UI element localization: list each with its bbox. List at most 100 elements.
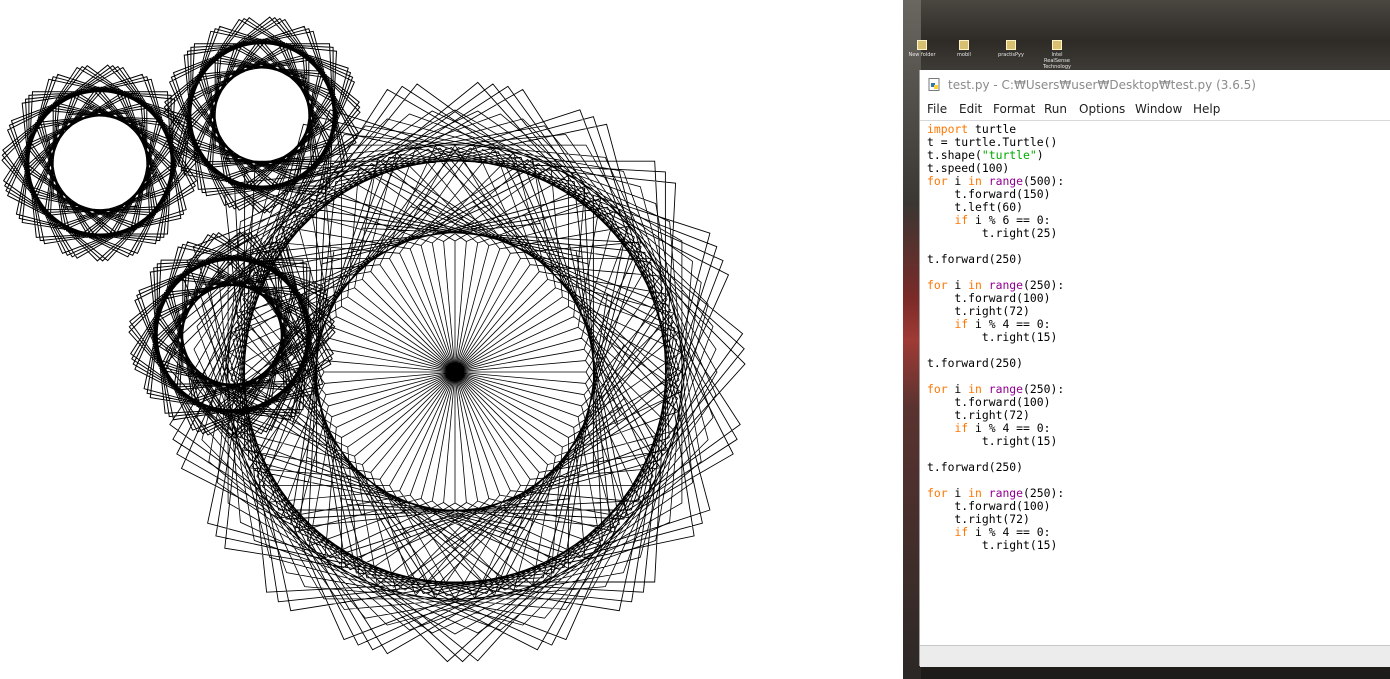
- code-token: i % 6 == 0:: [968, 213, 1051, 227]
- code-line: t.right(15): [927, 539, 1064, 552]
- menu-window[interactable]: Window: [1135, 102, 1183, 116]
- code-token: if: [954, 317, 969, 331]
- code-token: if: [954, 525, 969, 539]
- code-line: if i % 6 == 0:: [927, 214, 1064, 227]
- code-token: i: [947, 382, 969, 396]
- code-line: t.forward(100): [927, 292, 1064, 305]
- folder-icon: [917, 40, 927, 50]
- code-line: t.right(15): [927, 331, 1064, 344]
- code-token: t.forward(250): [927, 356, 1024, 370]
- code-token: t.right(72): [927, 304, 1030, 318]
- left-spirograph: [1, 64, 199, 262]
- code-token: t.left(60): [927, 200, 1024, 214]
- code-token: in: [968, 278, 982, 292]
- code-line: t.forward(250): [927, 461, 1064, 474]
- menu-run[interactable]: Run: [1044, 102, 1068, 116]
- code-token: if: [954, 421, 969, 435]
- code-token: range: [988, 486, 1024, 500]
- code-token: i: [947, 486, 969, 500]
- code-line: t.right(25): [927, 227, 1064, 240]
- code-token: t.right(15): [927, 434, 1058, 448]
- code-token: t.forward(150): [927, 187, 1051, 201]
- code-line: for i in range(250):: [927, 279, 1064, 292]
- code-token: t.shape(: [927, 148, 982, 162]
- code-line: t.forward(150): [927, 188, 1064, 201]
- top-spirograph-path: [163, 16, 361, 214]
- code-token: [927, 317, 954, 331]
- code-editor[interactable]: import turtle t = turtle.Turtle() t.shape(…: [920, 121, 1390, 645]
- code-token: t.right(15): [927, 330, 1058, 344]
- code-token: i: [947, 174, 969, 188]
- code-token: (250):: [1023, 486, 1065, 500]
- code-token: i: [947, 278, 969, 292]
- code-line: t.right(72): [927, 513, 1064, 526]
- window-titlebar[interactable]: test.py - C:₩Users₩user₩Desktop₩test.py …: [920, 70, 1390, 100]
- idle-editor-window: test.py - C:₩Users₩user₩Desktop₩test.py …: [919, 70, 1390, 667]
- menu-bar: File Edit Format Run Options Window Help: [920, 100, 1390, 121]
- code-token: in: [968, 382, 982, 396]
- code-token: t.right(72): [927, 408, 1030, 422]
- app-icon: [1052, 40, 1062, 50]
- turtle-canvas: [1, 16, 746, 663]
- desktop-icon-intel[interactable]: Intel RealSense Technology: [1039, 40, 1075, 70]
- middle-spirograph-path: [128, 231, 336, 439]
- code-token: range: [988, 278, 1024, 292]
- desktop-icon-mobil[interactable]: mobil: [948, 40, 980, 58]
- code-token: [982, 174, 989, 188]
- code-token: range: [988, 174, 1024, 188]
- code-token: t.forward(100): [927, 499, 1051, 513]
- code-line: for i in range(500):: [927, 175, 1064, 188]
- code-token: (500):: [1023, 174, 1065, 188]
- code-token: for: [927, 382, 948, 396]
- desktop-icon-new-folder[interactable]: New folder: [906, 40, 938, 58]
- code-token: "turtle": [981, 148, 1037, 162]
- menu-edit[interactable]: Edit: [959, 102, 983, 116]
- code-token: i % 4 == 0:: [968, 525, 1051, 539]
- code-token: [927, 213, 954, 227]
- code-line: for i in range(250):: [927, 487, 1064, 500]
- code-line: t.forward(250): [927, 357, 1064, 370]
- code-token: t = turtle.Turtle(): [927, 135, 1058, 149]
- code-token: i % 4 == 0:: [968, 317, 1051, 331]
- code-token: if: [954, 213, 969, 227]
- code-line: t.right(72): [927, 305, 1064, 318]
- code-token: t.speed(100): [927, 161, 1010, 175]
- code-token: t.forward(250): [927, 252, 1024, 266]
- code-line: t.left(60): [927, 201, 1064, 214]
- top-spirograph: [163, 16, 361, 214]
- code-line: if i % 4 == 0:: [927, 422, 1064, 435]
- menu-file[interactable]: File: [927, 102, 948, 116]
- code-token: in: [968, 174, 982, 188]
- left-spirograph-path: [1, 64, 199, 262]
- code-token: t.right(25): [927, 226, 1058, 240]
- code-line: t.right(15): [927, 435, 1064, 448]
- code-line: t.shape("turtle"): [927, 149, 1064, 162]
- code-token: for: [927, 174, 948, 188]
- file-icon: [1006, 40, 1016, 50]
- code-token: [982, 486, 989, 500]
- code-line: t.speed(100): [927, 162, 1064, 175]
- code-text[interactable]: import turtle t = turtle.Turtle() t.shape(…: [927, 123, 1064, 552]
- code-token: t.forward(250): [927, 460, 1024, 474]
- background-window-strip: [903, 0, 921, 679]
- python-file-icon: [928, 78, 940, 91]
- code-token: [982, 382, 989, 396]
- code-token: ): [1036, 148, 1044, 162]
- code-line: t = turtle.Turtle(): [927, 136, 1064, 149]
- code-line: if i % 4 == 0:: [927, 526, 1064, 539]
- code-line: import turtle: [927, 123, 1064, 136]
- code-token: for: [927, 278, 948, 292]
- window-title: test.py - C:₩Users₩user₩Desktop₩test.py …: [948, 78, 1256, 92]
- code-token: for: [927, 486, 948, 500]
- menu-format[interactable]: Format: [993, 102, 1036, 116]
- code-line: t.right(72): [927, 409, 1064, 422]
- code-line: for i in range(250):: [927, 383, 1064, 396]
- code-token: import: [927, 122, 969, 136]
- menu-help[interactable]: Help: [1193, 102, 1221, 116]
- code-line: t.forward(250): [927, 253, 1064, 266]
- menu-options[interactable]: Options: [1079, 102, 1126, 116]
- code-token: t.right(72): [927, 512, 1030, 526]
- code-token: [927, 421, 954, 435]
- code-token: range: [988, 382, 1024, 396]
- desktop-icon-practis[interactable]: practisPyy: [995, 40, 1027, 58]
